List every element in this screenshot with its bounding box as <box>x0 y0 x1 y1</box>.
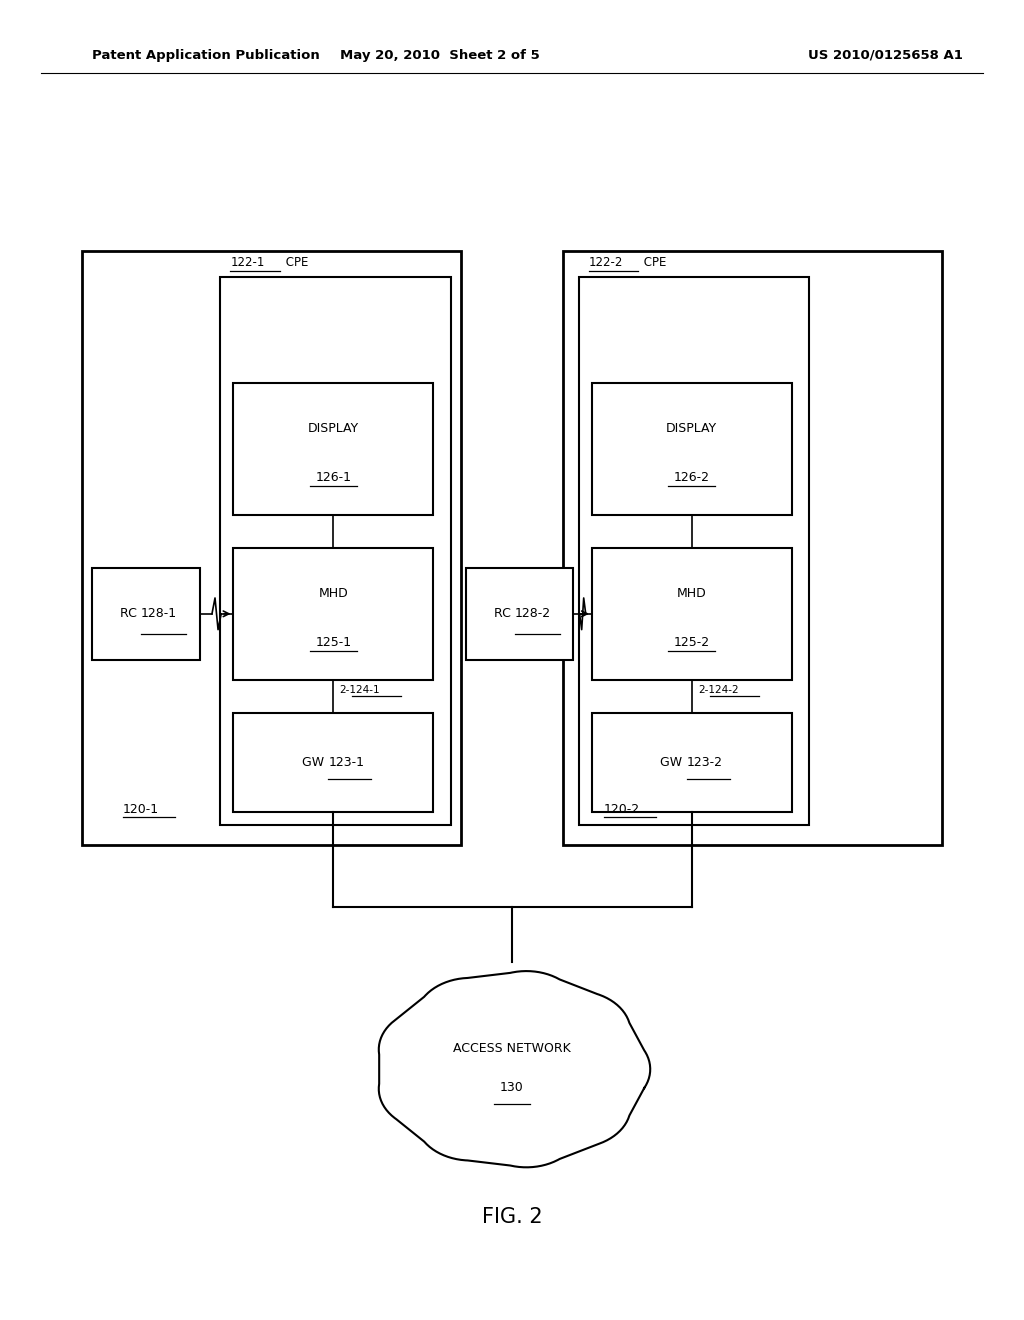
Text: CPE: CPE <box>282 256 308 269</box>
Text: 2-124-1: 2-124-1 <box>340 685 380 694</box>
Text: MHD: MHD <box>318 587 348 601</box>
FancyBboxPatch shape <box>233 713 433 812</box>
FancyBboxPatch shape <box>233 383 433 515</box>
Text: 122-2: 122-2 <box>589 256 624 269</box>
FancyBboxPatch shape <box>592 383 792 515</box>
FancyBboxPatch shape <box>592 548 792 680</box>
Text: RC: RC <box>120 607 140 620</box>
Text: 126-2: 126-2 <box>674 471 710 484</box>
FancyBboxPatch shape <box>563 251 942 845</box>
FancyBboxPatch shape <box>220 277 451 825</box>
Text: RC: RC <box>494 607 515 620</box>
FancyBboxPatch shape <box>82 251 461 845</box>
Text: MHD: MHD <box>677 587 707 601</box>
Text: GW: GW <box>302 756 328 768</box>
Text: May 20, 2010  Sheet 2 of 5: May 20, 2010 Sheet 2 of 5 <box>340 49 541 62</box>
Text: 122-1: 122-1 <box>230 256 265 269</box>
Text: 123-1: 123-1 <box>328 756 365 768</box>
Text: 126-1: 126-1 <box>315 471 351 484</box>
Text: 123-2: 123-2 <box>686 756 723 768</box>
Text: DISPLAY: DISPLAY <box>667 422 717 436</box>
Text: GW: GW <box>660 756 686 768</box>
FancyBboxPatch shape <box>592 713 792 812</box>
FancyBboxPatch shape <box>92 568 200 660</box>
Text: CPE: CPE <box>640 256 667 269</box>
Text: 125-1: 125-1 <box>315 636 351 649</box>
Text: 128-2: 128-2 <box>515 607 551 620</box>
Text: DISPLAY: DISPLAY <box>308 422 358 436</box>
Text: 120-2: 120-2 <box>604 803 640 816</box>
Text: US 2010/0125658 A1: US 2010/0125658 A1 <box>808 49 964 62</box>
Text: 2-124-2: 2-124-2 <box>698 685 738 694</box>
Text: 120-1: 120-1 <box>123 803 159 816</box>
Text: Patent Application Publication: Patent Application Publication <box>92 49 319 62</box>
Text: 125-2: 125-2 <box>674 636 710 649</box>
FancyBboxPatch shape <box>466 568 573 660</box>
Text: 130: 130 <box>500 1081 524 1094</box>
FancyBboxPatch shape <box>579 277 809 825</box>
FancyBboxPatch shape <box>233 548 433 680</box>
Text: ACCESS NETWORK: ACCESS NETWORK <box>454 1041 570 1055</box>
Text: FIG. 2: FIG. 2 <box>481 1206 543 1228</box>
Text: 128-1: 128-1 <box>140 607 177 620</box>
